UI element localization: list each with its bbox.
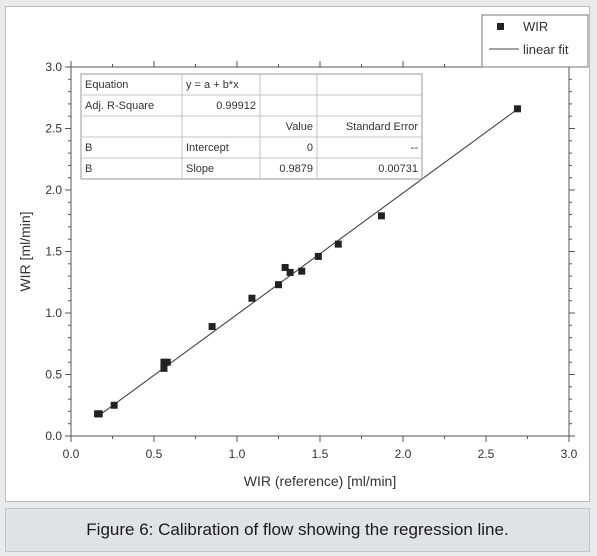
data-point xyxy=(286,268,294,276)
fit-table-cell: Value xyxy=(286,121,313,133)
x-tick-label: 3.0 xyxy=(561,447,578,461)
fit-table-cell: Equation xyxy=(85,79,128,91)
data-point xyxy=(377,212,385,220)
data-point xyxy=(208,323,216,331)
y-tick-label: 1.5 xyxy=(45,245,62,259)
legend-marker-wir xyxy=(497,23,504,30)
fit-table-cell: Intercept xyxy=(186,142,229,154)
data-point xyxy=(334,240,342,248)
fit-table-cell: Standard Error xyxy=(346,121,418,133)
fit-results-table: Equation y = a + b*x Adj. R-Square 0.99912 V… xyxy=(80,73,423,180)
data-point xyxy=(275,281,282,289)
x-tick-label: 0.5 xyxy=(146,447,163,461)
fit-table-cell: 0.00731 xyxy=(378,163,418,175)
fit-table-cell: 0.99912 xyxy=(216,100,256,112)
y-tick-label: 0.0 xyxy=(45,429,62,443)
data-point xyxy=(281,263,289,271)
fit-table-cell: Adj. R-Square xyxy=(85,100,154,112)
fit-table-cell: -- xyxy=(411,142,419,154)
fit-table-cell: B xyxy=(85,163,92,175)
data-point xyxy=(314,252,322,260)
scatter-chart: 0.0 0.5 1.0 1.5 2.0 2.5 3.0 0.0 0.5 1.0 1.5 2.0 2.5 3… xyxy=(17,14,589,489)
fit-table-frame xyxy=(80,73,423,180)
x-tick-label: 1.5 xyxy=(312,447,329,461)
fit-table-cell: Slope xyxy=(186,163,214,175)
figure-caption: Figure 6: Calibration of flow showing th… xyxy=(86,520,509,539)
fit-table-cell: B xyxy=(85,142,92,154)
data-point xyxy=(298,267,306,275)
y-tick-label: 0.5 xyxy=(45,368,62,382)
fit-table-cell: 0 xyxy=(307,142,313,154)
y-tick-label: 2.0 xyxy=(45,183,62,197)
x-tick-label: 0.0 xyxy=(63,447,80,461)
x-tick-label: 2.0 xyxy=(395,447,412,461)
data-point xyxy=(163,358,171,366)
data-point xyxy=(160,364,168,372)
legend: WIR linear fit xyxy=(481,14,589,68)
figure-caption-box: Figure 6: Calibration of flow showing th… xyxy=(5,508,590,552)
data-point xyxy=(248,294,256,302)
x-tick-label: 2.5 xyxy=(478,447,495,461)
fit-table-cell: y = a + b*x xyxy=(186,79,239,91)
x-axis-label: WIR (reference) [ml/min] xyxy=(244,473,396,489)
figure-panel: 0.0 0.5 1.0 1.5 2.0 2.5 3.0 0.0 0.5 1.0 1.5 2.0 2.5 3… xyxy=(5,6,590,502)
legend-label-fit: linear fit xyxy=(523,42,569,57)
data-point xyxy=(95,410,103,418)
fit-table-cell: 0.9879 xyxy=(279,163,313,175)
data-point xyxy=(514,105,522,113)
y-axis-label: WIR [ml/min] xyxy=(17,211,33,291)
y-tick-label: 3.0 xyxy=(45,60,62,74)
y-tick-label: 1.0 xyxy=(45,306,62,320)
data-point xyxy=(110,401,118,409)
legend-label-wir: WIR xyxy=(523,19,548,34)
x-tick-label: 1.0 xyxy=(229,447,246,461)
y-tick-label: 2.5 xyxy=(45,122,62,136)
